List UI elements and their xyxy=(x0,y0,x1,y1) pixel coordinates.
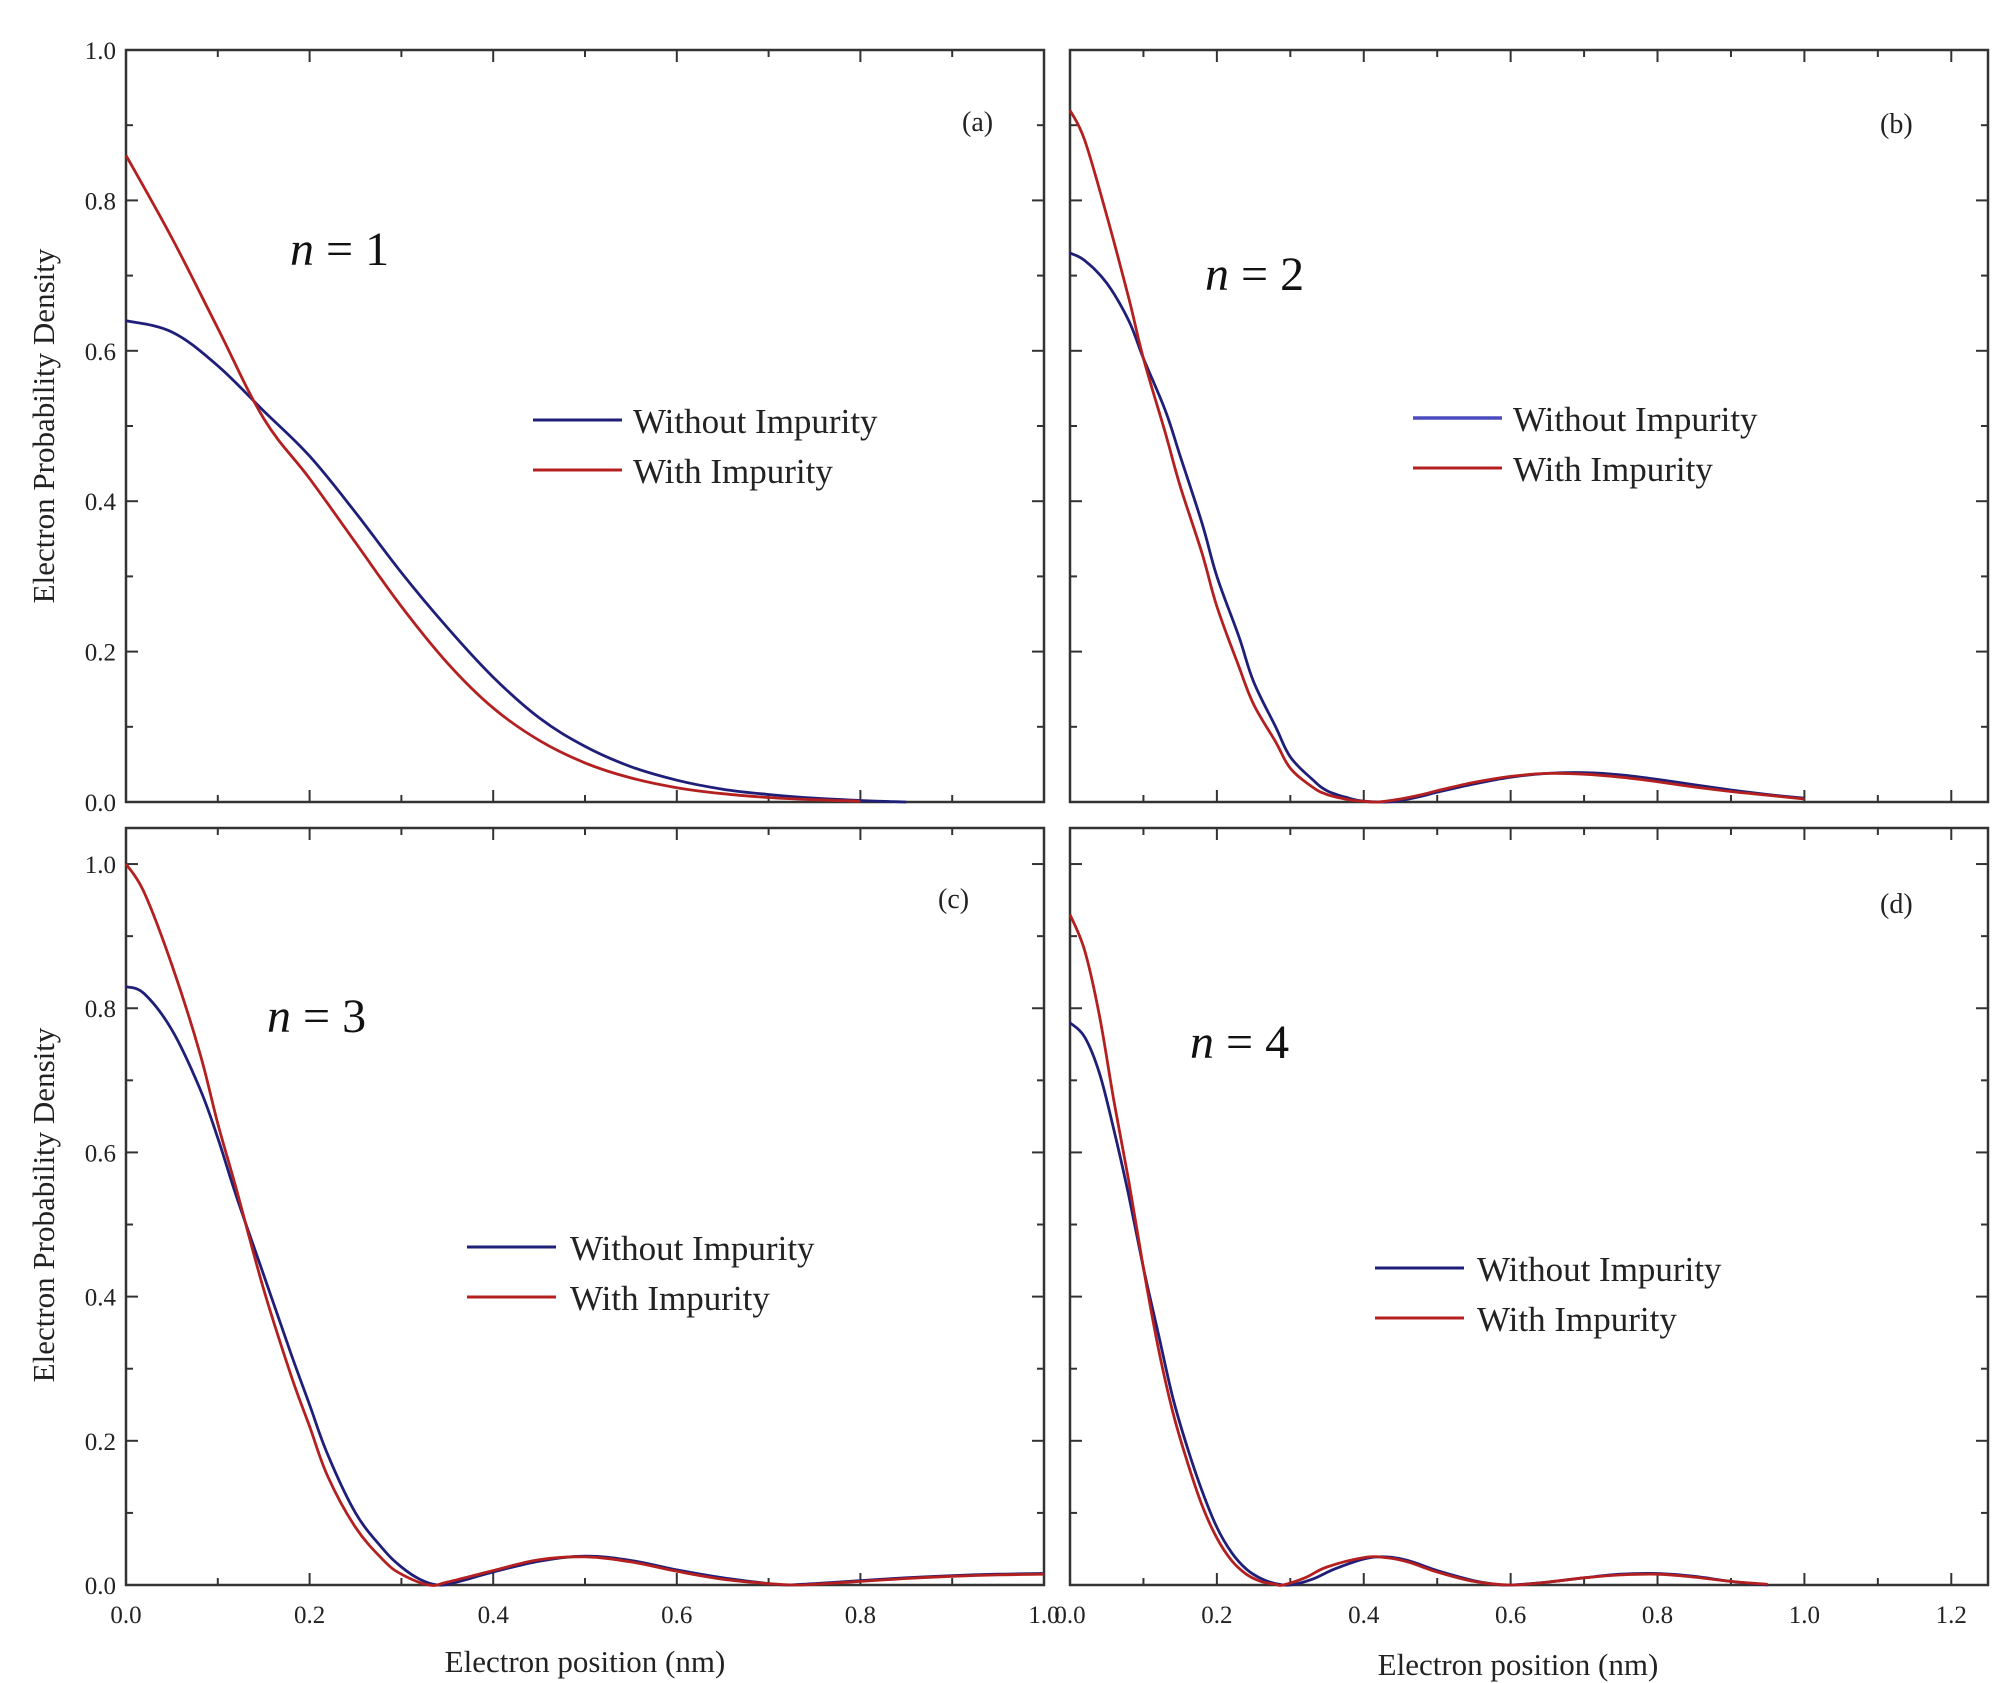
tick-marks xyxy=(125,49,1045,803)
y-tick-label: 0.6 xyxy=(85,339,116,366)
n-symbol: n xyxy=(267,990,291,1043)
y-tick-label: 0.4 xyxy=(85,489,117,516)
panel-a: 0.0 0.2 0.4 0.6 0.8 1.0 (a) n = 1 Without Imp… xyxy=(85,38,1046,817)
series-with-impurity xyxy=(1068,109,1805,804)
x-tick-label: 0.2 xyxy=(1201,1602,1232,1629)
x-axis-title-left: Electron position (nm) xyxy=(445,1644,726,1679)
tick-marks xyxy=(1069,828,1988,1586)
x-tick-label: 0.4 xyxy=(1348,1602,1380,1629)
y-axis-title-top: Electron Probability Density xyxy=(26,248,61,603)
y-tick-labels: 0.0 0.2 0.4 0.6 0.8 1.0 xyxy=(85,38,117,817)
series-with-impurity xyxy=(124,863,1045,1587)
n-symbol: n xyxy=(1190,1016,1214,1069)
quantum-number-label: n = 1 xyxy=(290,223,389,276)
y-tick-labels: 0.0 0.2 0.4 0.6 0.8 1.0 xyxy=(85,852,117,1600)
x-tick-label: 0.8 xyxy=(1642,1602,1673,1629)
legend-label-without: Without Impurity xyxy=(633,402,878,441)
legend-label-with: With Impurity xyxy=(1477,1300,1677,1339)
quantum-number-label: n = 2 xyxy=(1205,248,1304,301)
panel-d: 0.0 0.2 0.4 0.6 0.8 1.0 1.2 (d) n = 4 Without … xyxy=(1054,826,1990,1629)
y-tick-label: 0.0 xyxy=(85,790,116,817)
x-tick-label: 1.0 xyxy=(1028,1602,1059,1629)
n-value: = 3 xyxy=(291,990,366,1043)
panel-tag: (a) xyxy=(962,107,993,138)
legend: Without Impurity With Impurity xyxy=(1413,400,1758,489)
n-symbol: n xyxy=(290,223,314,276)
y-tick-label: 0.0 xyxy=(85,1573,116,1600)
y-tick-label: 0.8 xyxy=(85,188,116,215)
legend-label-without: Without Impurity xyxy=(1477,1250,1722,1289)
y-tick-label: 0.4 xyxy=(85,1285,117,1312)
quantum-number-label: n = 3 xyxy=(267,990,366,1043)
y-tick-label: 1.0 xyxy=(85,852,116,879)
quantum-number-label: n = 4 xyxy=(1190,1016,1289,1069)
legend: Without Impurity With Impurity xyxy=(1375,1250,1722,1339)
legend-label-with: With Impurity xyxy=(1513,450,1713,489)
y-tick-label: 0.6 xyxy=(85,1140,116,1167)
x-tick-label: 0.2 xyxy=(294,1602,325,1629)
panel-tag: (d) xyxy=(1880,889,1913,920)
n-value: = 4 xyxy=(1214,1016,1289,1069)
series-without-impurity xyxy=(1069,251,1805,804)
x-tick-label: 0.0 xyxy=(110,1602,141,1629)
y-tick-label: 0.8 xyxy=(85,996,116,1023)
x-tick-label: 0.0 xyxy=(1054,1602,1085,1629)
x-axis-title-right: Electron position (nm) xyxy=(1378,1647,1659,1682)
legend-label-without: Without Impurity xyxy=(570,1229,815,1268)
panel-c: 0.0 0.2 0.4 0.6 0.8 1.0 0.0 0.2 0.4 0.6 0.8 1.0 (c… xyxy=(85,826,1060,1629)
legend: Without Impurity With Impurity xyxy=(467,1229,815,1318)
n-value: = 2 xyxy=(1229,248,1304,301)
series-with-impurity xyxy=(1068,913,1768,1587)
legend-label-with: With Impurity xyxy=(633,452,833,491)
x-tick-label: 0.6 xyxy=(661,1602,692,1629)
x-tick-label: 1.0 xyxy=(1789,1602,1820,1629)
legend-label-with: With Impurity xyxy=(570,1279,770,1318)
y-axis-title-bottom: Electron Probability Density xyxy=(26,1027,61,1382)
panel-tag: (c) xyxy=(938,884,969,915)
series-without-impurity xyxy=(125,319,907,804)
panel-tag: (b) xyxy=(1880,109,1913,140)
y-tick-label: 1.0 xyxy=(85,38,116,65)
series-lines xyxy=(124,154,907,804)
y-tick-label: 0.2 xyxy=(85,1429,116,1456)
series-lines xyxy=(1068,109,1805,804)
series-lines xyxy=(1068,913,1768,1587)
panel-b: (b) n = 2 Without Impurity With Impurity xyxy=(1068,48,1990,804)
x-tick-label: 0.8 xyxy=(845,1602,876,1629)
tick-marks xyxy=(1069,49,1988,803)
legend: Without Impurity With Impurity xyxy=(533,402,878,491)
series-lines xyxy=(124,863,1045,1587)
plot-frame xyxy=(124,48,1046,804)
plot-frame xyxy=(124,826,1046,1587)
y-tick-label: 0.2 xyxy=(85,640,116,667)
series-with-impurity xyxy=(124,154,861,803)
x-tick-labels: 0.0 0.2 0.4 0.6 0.8 1.0 1.2 xyxy=(1054,1602,1967,1629)
x-tick-label: 0.6 xyxy=(1495,1602,1526,1629)
x-tick-labels: 0.0 0.2 0.4 0.6 0.8 1.0 xyxy=(110,1602,1059,1629)
x-tick-label: 1.2 xyxy=(1936,1602,1967,1629)
x-tick-label: 0.4 xyxy=(478,1602,510,1629)
tick-marks xyxy=(125,828,1045,1586)
n-value: = 1 xyxy=(314,223,389,276)
plot-frame xyxy=(1068,826,1990,1587)
legend-label-without: Without Impurity xyxy=(1513,400,1758,439)
n-symbol: n xyxy=(1205,248,1229,301)
